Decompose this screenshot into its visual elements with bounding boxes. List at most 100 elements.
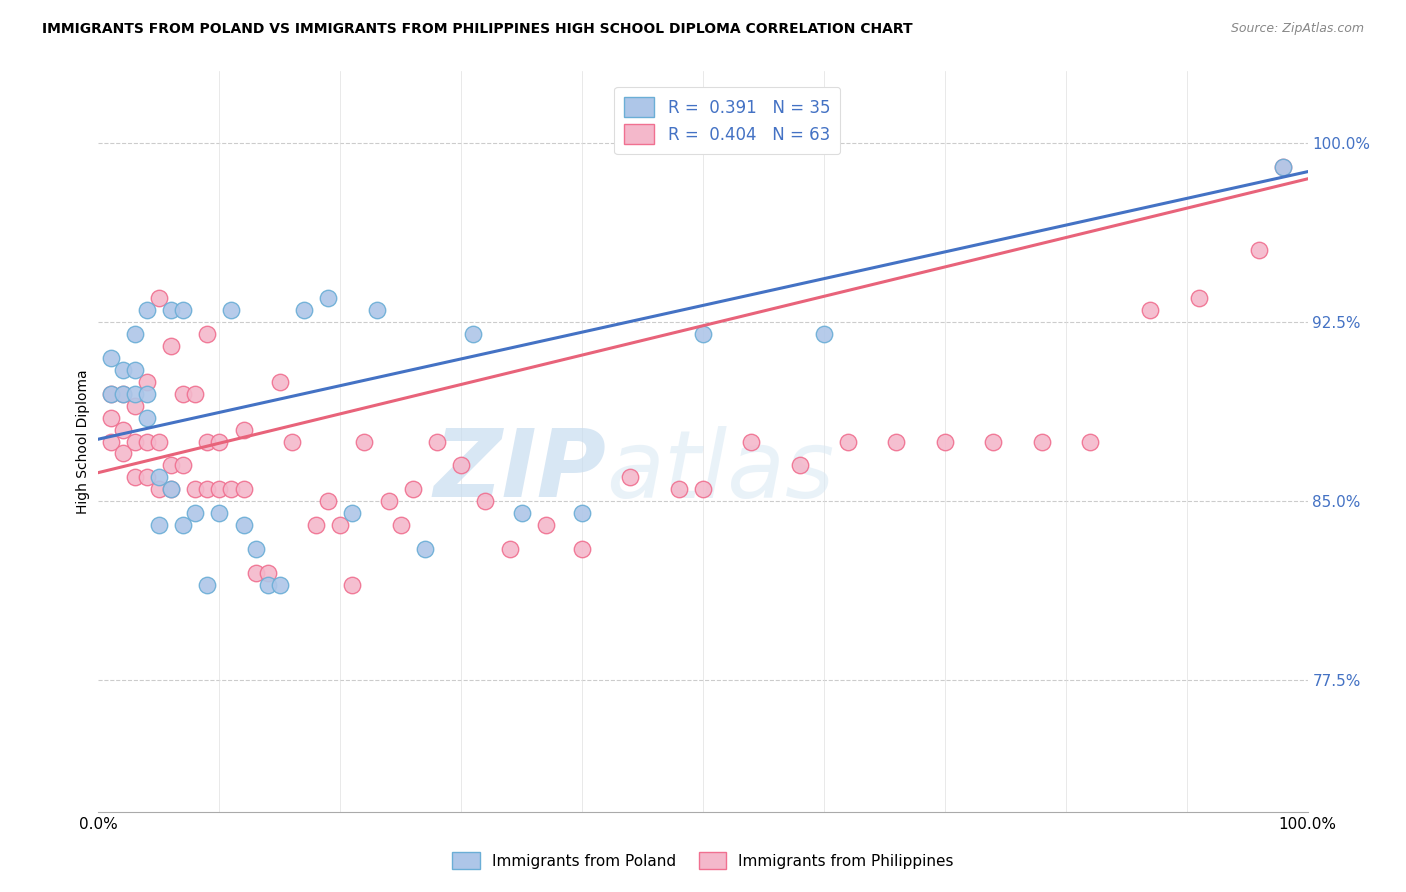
Point: [402, 483, 425, 497]
Point: [316, 494, 339, 508]
Point: [1139, 303, 1161, 318]
Point: [100, 351, 122, 365]
Point: [813, 327, 835, 342]
Point: [135, 410, 157, 425]
Point: [111, 386, 134, 401]
Point: [148, 518, 170, 533]
Point: [571, 506, 593, 520]
Point: [148, 291, 170, 305]
Text: IMMIGRANTS FROM POLAND VS IMMIGRANTS FROM PHILIPPINES HIGH SCHOOL DIPLOMA CORREL: IMMIGRANTS FROM POLAND VS IMMIGRANTS FRO…: [42, 22, 912, 37]
Point: [221, 483, 243, 497]
Text: atlas: atlas: [606, 425, 835, 516]
Point: [1188, 291, 1211, 305]
Point: [292, 303, 315, 318]
Point: [245, 566, 267, 580]
Y-axis label: High School Diploma: High School Diploma: [76, 369, 90, 514]
Point: [474, 494, 496, 508]
Point: [148, 470, 170, 484]
Point: [1272, 160, 1295, 174]
Point: [124, 399, 146, 413]
Point: [148, 434, 170, 449]
Point: [195, 483, 218, 497]
Point: [124, 434, 146, 449]
Point: [111, 446, 134, 460]
Point: [172, 386, 194, 401]
Legend: R =  0.391   N = 35, R =  0.404   N = 63: R = 0.391 N = 35, R = 0.404 N = 63: [614, 87, 841, 154]
Point: [934, 434, 956, 449]
Point: [366, 303, 388, 318]
Point: [184, 386, 207, 401]
Point: [135, 303, 157, 318]
Point: [256, 566, 278, 580]
Point: [329, 518, 352, 533]
Point: [269, 375, 291, 389]
Point: [124, 386, 146, 401]
Point: [316, 291, 339, 305]
Point: [837, 434, 859, 449]
Point: [160, 458, 183, 473]
Point: [619, 470, 641, 484]
Point: [305, 518, 328, 533]
Point: [208, 483, 231, 497]
Point: [124, 470, 146, 484]
Text: ZIP: ZIP: [433, 425, 606, 517]
Point: [450, 458, 472, 473]
Point: [135, 470, 157, 484]
Point: [1249, 244, 1271, 258]
Point: [281, 434, 304, 449]
Point: [692, 483, 714, 497]
Point: [100, 386, 122, 401]
Point: [232, 423, 254, 437]
Point: [789, 458, 811, 473]
Point: [124, 327, 146, 342]
Point: [498, 541, 520, 556]
Point: [135, 434, 157, 449]
Point: [208, 506, 231, 520]
Point: [1272, 160, 1295, 174]
Point: [111, 386, 134, 401]
Point: [377, 494, 399, 508]
Text: Source: ZipAtlas.com: Source: ZipAtlas.com: [1230, 22, 1364, 36]
Point: [232, 483, 254, 497]
Point: [172, 518, 194, 533]
Point: [668, 483, 690, 497]
Point: [389, 518, 412, 533]
Point: [208, 434, 231, 449]
Point: [111, 363, 134, 377]
Point: [124, 363, 146, 377]
Point: [195, 327, 218, 342]
Point: [100, 434, 122, 449]
Point: [172, 303, 194, 318]
Point: [172, 458, 194, 473]
Point: [886, 434, 908, 449]
Point: [221, 303, 243, 318]
Legend: Immigrants from Poland, Immigrants from Philippines: Immigrants from Poland, Immigrants from …: [446, 846, 960, 875]
Point: [463, 327, 485, 342]
Point: [135, 375, 157, 389]
Point: [571, 541, 593, 556]
Point: [245, 541, 267, 556]
Point: [184, 483, 207, 497]
Point: [981, 434, 1004, 449]
Point: [111, 423, 134, 437]
Point: [269, 578, 291, 592]
Point: [160, 483, 183, 497]
Point: [1078, 434, 1101, 449]
Point: [1031, 434, 1053, 449]
Point: [692, 327, 714, 342]
Point: [135, 386, 157, 401]
Point: [426, 434, 449, 449]
Point: [160, 303, 183, 318]
Point: [100, 386, 122, 401]
Point: [353, 434, 375, 449]
Point: [232, 518, 254, 533]
Point: [413, 541, 436, 556]
Point: [342, 506, 364, 520]
Point: [342, 578, 364, 592]
Point: [148, 483, 170, 497]
Point: [195, 578, 218, 592]
Point: [160, 483, 183, 497]
Point: [256, 578, 278, 592]
Point: [100, 410, 122, 425]
Point: [195, 434, 218, 449]
